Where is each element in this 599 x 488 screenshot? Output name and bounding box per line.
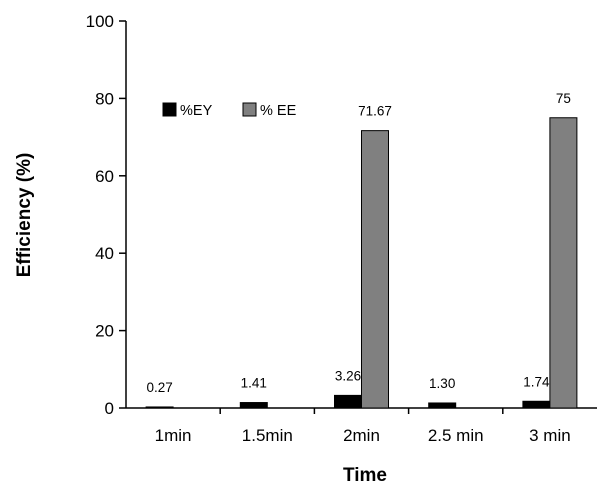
y-axis-title: Efficiency (%)	[14, 153, 35, 278]
y-tick-label: 100	[86, 12, 114, 31]
data-label: 1.74	[523, 374, 550, 389]
bar-ey	[334, 394, 362, 409]
legend-swatch	[242, 102, 257, 117]
x-tick-label: 1.5min	[242, 426, 293, 445]
y-tick-label: 20	[95, 322, 114, 341]
bar-ey	[522, 400, 551, 409]
data-label: 75	[556, 91, 571, 106]
y-tick-label: 40	[95, 244, 114, 263]
data-label: 1.30	[429, 376, 455, 391]
bar-ey	[145, 406, 174, 409]
legend: %EY % EE	[162, 102, 297, 119]
x-tick-label: 2.5 min	[428, 426, 484, 445]
bar-ee	[549, 117, 578, 409]
data-label: 3.26	[335, 368, 361, 383]
data-label: 1.41	[241, 376, 267, 391]
data-label: 0.27	[146, 380, 172, 395]
x-axis: 1min 1.5min 2min 2.5 min 3 min	[126, 407, 597, 445]
x-tick-label: 1min	[155, 426, 192, 445]
x-axis-title: Time	[343, 465, 387, 486]
legend-label: % EE	[260, 103, 297, 119]
legend-label: %EY	[180, 103, 213, 119]
y-axis: 0 20 40 60 80 100	[86, 12, 127, 418]
bar-ee	[361, 130, 389, 409]
y-tick-label: 80	[95, 89, 114, 108]
data-labels: 0.27 1.41 3.26 71.67 1.30 1.74 75	[146, 91, 570, 395]
bars	[145, 117, 578, 409]
bar-ey	[428, 402, 457, 409]
legend-swatch	[162, 102, 177, 117]
data-label: 71.67	[358, 104, 392, 119]
y-tick-label: 0	[105, 399, 114, 418]
x-tick-label: 2min	[343, 426, 380, 445]
x-tick-label: 3 min	[529, 426, 571, 445]
y-tick-label: 60	[95, 167, 114, 186]
bar-ey	[239, 402, 268, 409]
